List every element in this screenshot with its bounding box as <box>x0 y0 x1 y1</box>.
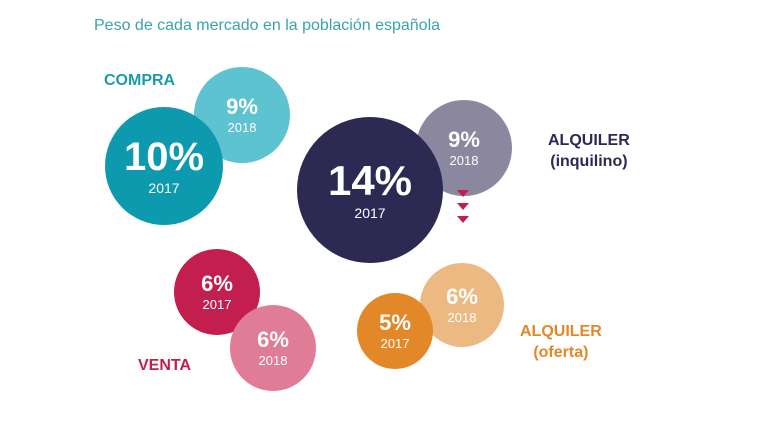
bubble-compra-2017: 10% 2017 <box>105 107 223 225</box>
label-oferta-line-1: ALQUILER <box>520 323 602 340</box>
bubble-venta-2017-year: 2017 <box>202 297 232 312</box>
decrease-arrow-1 <box>457 190 469 197</box>
bubble-oferta-2018: 6% 2018 <box>420 263 504 347</box>
label-venta-line-1: VENTA <box>138 357 192 374</box>
bubble-venta-2018-year: 2018 <box>258 353 288 368</box>
chart-title: Peso de cada mercado en la población esp… <box>94 17 441 34</box>
bubble-oferta-2017: 5% 2017 <box>357 293 433 369</box>
label-inquilino: ALQUILER (inquilino) <box>548 130 630 172</box>
bubble-compra-2017-year: 2017 <box>148 180 180 196</box>
label-venta: VENTA <box>138 355 191 376</box>
label-oferta: ALQUILER (oferta) <box>520 321 602 363</box>
bubble-inquilino-2017: 14% 2017 <box>297 117 443 263</box>
bubble-oferta-2017-value: 5% <box>379 310 411 335</box>
bubble-oferta-2018-year: 2018 <box>447 310 477 325</box>
bubble-venta-2018: 6% 2018 <box>230 305 316 391</box>
label-inquilino-line-1: ALQUILER <box>548 132 630 149</box>
bubble-inquilino-2017-year: 2017 <box>354 205 386 221</box>
bubble-inquilino-2018-year: 2018 <box>449 153 479 168</box>
bubble-inquilino-2018: 9% 2018 <box>416 100 512 196</box>
bubble-compra-2018-year: 2018 <box>227 120 257 135</box>
decrease-arrow-2 <box>457 203 469 210</box>
bubble-oferta-2018-value: 6% <box>446 284 478 309</box>
bubble-oferta-2017-year: 2017 <box>380 336 410 351</box>
bubble-compra-2017-value: 10% <box>123 135 205 179</box>
decrease-arrow-3 <box>457 216 469 223</box>
bubble-compra-2018-value: 9% <box>226 94 258 119</box>
bubble-inquilino-2018-value: 9% <box>448 127 480 152</box>
decrease-arrows-icon <box>457 190 469 223</box>
bubble-venta-2017-value: 6% <box>201 271 233 296</box>
bubble-inquilino-2017-value: 14% <box>327 157 413 204</box>
label-compra-line-1: COMPRA <box>104 72 176 89</box>
label-compra: COMPRA <box>104 70 175 91</box>
label-inquilino-line-2: (inquilino) <box>550 153 628 170</box>
label-oferta-line-2: (oferta) <box>533 344 589 361</box>
bubble-venta-2018-value: 6% <box>257 327 289 352</box>
